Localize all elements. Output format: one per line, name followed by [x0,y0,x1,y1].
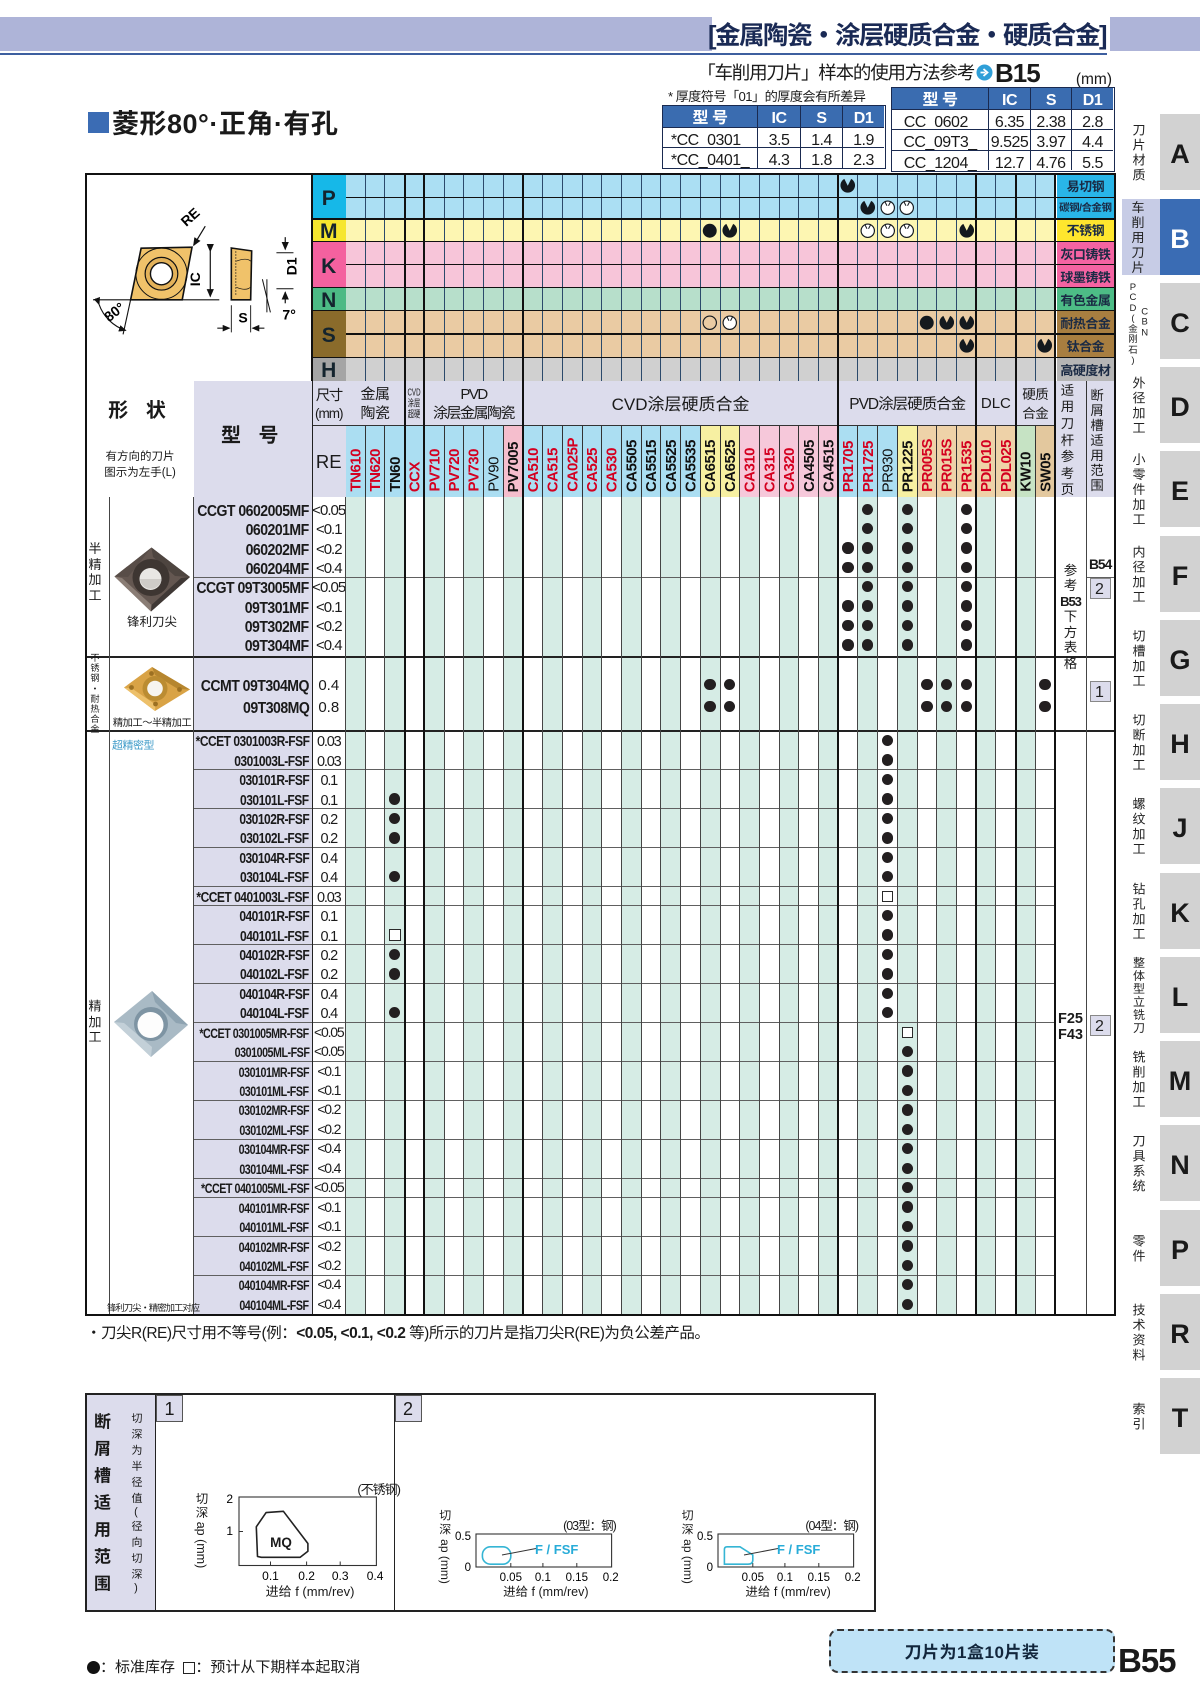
svg-text:0.4: 0.4 [367,1569,384,1583]
svg-text:0.1: 0.1 [777,1572,793,1584]
svg-text:0.5: 0.5 [455,1531,471,1543]
svg-text:IC: IC [187,272,203,286]
svg-text:D1: D1 [283,257,299,275]
svg-text:80°: 80° [101,299,128,325]
svg-text:2: 2 [226,1492,233,1506]
svg-text:0.2: 0.2 [298,1569,315,1583]
svg-text:0.05: 0.05 [499,1572,521,1584]
svg-text:0.2: 0.2 [602,1572,618,1584]
svg-text:0.05: 0.05 [742,1572,764,1584]
svg-text:0.15: 0.15 [808,1572,830,1584]
svg-text:0.1: 0.1 [535,1572,551,1584]
svg-text:0.15: 0.15 [565,1572,587,1584]
svg-text:1: 1 [226,1524,233,1538]
svg-text:RE: RE [178,204,203,229]
svg-text:7°: 7° [282,306,295,322]
svg-text:0: 0 [464,1562,470,1574]
svg-text:S: S [238,309,247,325]
svg-text:0.5: 0.5 [697,1531,713,1543]
svg-text:0.1: 0.1 [262,1569,279,1583]
svg-text:0: 0 [707,1562,713,1574]
svg-text:0.2: 0.2 [845,1572,861,1584]
svg-text:0.3: 0.3 [332,1569,349,1583]
